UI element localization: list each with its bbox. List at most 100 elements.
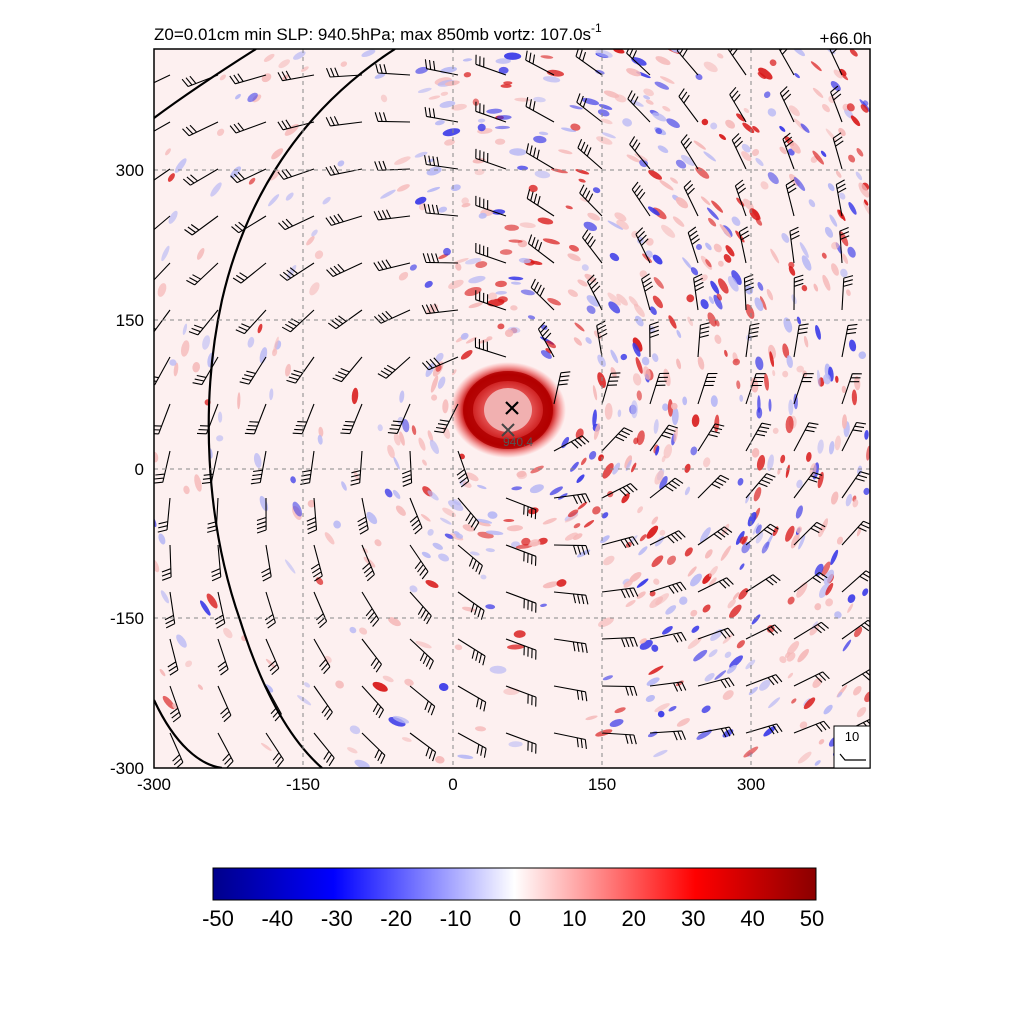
vorticity-cell	[196, 247, 205, 260]
wind-barb	[587, 274, 603, 311]
colorbar-tick-label: 40	[740, 906, 764, 931]
vorticity-cell	[820, 150, 827, 157]
vorticity-cell	[662, 403, 669, 411]
wind-barb	[361, 638, 382, 673]
vorticity-cell	[333, 520, 341, 529]
wind-barb	[313, 685, 333, 721]
vorticity-cell	[720, 545, 732, 561]
wind-barb	[793, 422, 819, 452]
vorticity-cell	[608, 301, 621, 314]
wind-barb	[235, 309, 267, 335]
vorticity-cell	[716, 293, 722, 301]
vorticity-cell	[679, 596, 688, 605]
vorticity-cell	[598, 617, 614, 628]
vorticity-cell	[399, 390, 405, 403]
x-tick-label: -300	[137, 775, 171, 794]
vorticity-cell	[290, 476, 296, 484]
wind-barb	[157, 497, 171, 533]
vorticity-cell	[429, 439, 440, 455]
vorticity-cell	[665, 605, 677, 615]
wind-barb	[457, 732, 487, 758]
vorticity-cell	[815, 325, 821, 340]
vorticity-cell	[451, 369, 457, 376]
wind-barb	[310, 544, 323, 582]
vorticity-cell	[443, 247, 451, 256]
vorticity-cell	[830, 81, 841, 92]
vorticity-cell	[749, 208, 760, 221]
vorticity-cell	[301, 66, 309, 72]
vorticity-cell	[462, 481, 472, 488]
vorticity-cell	[202, 335, 211, 350]
vorticity-cell	[675, 159, 687, 169]
vorticity-cell	[636, 591, 646, 599]
vorticity-cell	[754, 297, 764, 312]
colorbar-tick-label: -30	[321, 906, 353, 931]
vorticity-cell	[633, 303, 645, 318]
vorticity-cell	[380, 189, 396, 199]
vorticity-cell	[519, 222, 536, 229]
wind-barb	[782, 132, 795, 170]
x-tick-label: 0	[448, 775, 457, 794]
vorticity-cell	[432, 542, 444, 550]
vorticity-cell	[652, 112, 667, 122]
vorticity-cell	[645, 694, 656, 703]
vorticity-cell	[269, 169, 280, 181]
wind-barb	[505, 591, 537, 613]
vorticity-cell	[821, 252, 827, 259]
wind-barb	[793, 274, 804, 311]
wind-barb	[793, 720, 831, 734]
vorticity-cell	[260, 742, 272, 751]
vorticity-cell	[200, 600, 211, 616]
wind-barb	[745, 624, 782, 640]
wind-barb	[229, 121, 267, 134]
vorticity-cell	[745, 304, 755, 319]
wind-barb	[361, 544, 375, 582]
vorticity-cell	[537, 217, 554, 225]
y-tick-label: -150	[110, 609, 144, 628]
vorticity-cell	[420, 513, 431, 522]
vorticity-cell	[831, 263, 839, 276]
vorticity-cell	[812, 150, 824, 165]
vorticity-cell	[796, 582, 808, 598]
eye	[484, 388, 532, 432]
vorticity-cell	[430, 375, 439, 393]
wind-barb	[423, 203, 459, 217]
vorticity-cell	[374, 73, 386, 79]
vorticity-cell	[401, 737, 412, 742]
wind-barb	[601, 372, 621, 405]
vorticity-cell	[657, 710, 665, 718]
vorticity-cell	[651, 516, 659, 525]
wind-barb	[525, 143, 555, 170]
wind-barb	[841, 669, 870, 687]
wind-barb	[278, 215, 315, 231]
wind-barb	[601, 483, 638, 499]
wind-barb	[357, 497, 369, 535]
vorticity-cell	[818, 583, 830, 598]
vorticity-cell	[460, 350, 473, 360]
vorticity-cell	[841, 385, 847, 394]
vorticity-cell	[697, 357, 705, 370]
vorticity-cell	[707, 312, 717, 327]
vorticity-cell	[504, 224, 519, 231]
vorticity-cell	[165, 148, 171, 156]
wind-barb	[693, 273, 705, 311]
vorticity-cell	[546, 340, 556, 349]
vorticity-cell	[351, 387, 359, 405]
vorticity-cell	[485, 604, 496, 610]
vorticity-cell	[216, 435, 224, 442]
colorbar-tick-label: -10	[440, 906, 472, 931]
vorticity-cell	[444, 533, 454, 539]
vorticity-cell	[779, 125, 786, 132]
vorticity-cell	[687, 566, 697, 577]
vorticity-cell	[637, 506, 644, 514]
vorticity-cell	[426, 186, 441, 193]
vorticity-cell	[577, 279, 588, 287]
vorticity-cell	[451, 103, 467, 111]
vorticity-cell	[785, 415, 794, 434]
wind-barb	[841, 570, 870, 593]
wind-barb	[649, 631, 687, 643]
vorticity-cell	[464, 286, 482, 297]
vorticity-cell	[533, 135, 547, 144]
wind-barb	[232, 262, 267, 284]
vorticity-cell	[823, 704, 833, 715]
